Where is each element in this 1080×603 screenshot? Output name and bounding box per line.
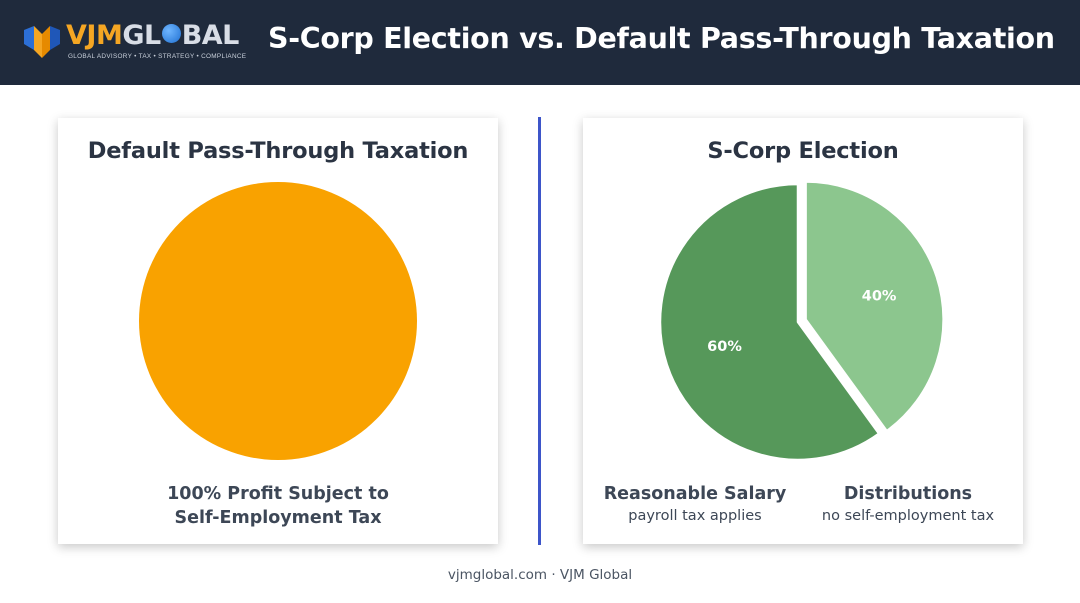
s-corp-panel: S-Corp Election 40% 60% Reasonable Salary…: [583, 118, 1023, 544]
brand-name-part2a: GL: [122, 20, 161, 51]
default-taxation-caption: 100% Profit Subject to Self-Employment T…: [58, 482, 498, 530]
footer-credit: vjmglobal.com · VJM Global: [447, 567, 633, 583]
legend-distributions-note: no self-employment tax: [821, 508, 995, 524]
legend-salary-note: payroll tax applies: [628, 508, 762, 524]
globe-icon: [161, 24, 181, 43]
default-taxation-pie: [139, 182, 417, 460]
brand-tagline: GLOBAL ADVISORY • TAX • STRATEGY • COMPL…: [68, 53, 247, 60]
legend-distributions-name: Distributions: [843, 484, 973, 504]
brand-wordmark: VJMGL BAL: [66, 20, 239, 51]
default-caption-line2: Self-Employment Tax: [174, 508, 382, 528]
default-caption-line1: 100% Profit Subject to: [167, 484, 389, 504]
brand-name-part1: VJM: [66, 20, 123, 51]
brand-mark-icon: [24, 26, 60, 58]
pie-slice-distributions: [804, 182, 945, 433]
brand-name-part2b: BAL: [181, 20, 240, 51]
default-taxation-panel: Default Pass-Through Taxation 100% Profi…: [58, 118, 498, 544]
pie-slice-full-profit: [139, 182, 417, 460]
legend-salary-name: Reasonable Salary: [603, 484, 787, 504]
brand-logo[interactable]: VJMGL BAL GLOBAL ADVISORY • TAX • STRATEG…: [22, 20, 247, 64]
default-taxation-title: Default Pass-Through Taxation: [87, 138, 469, 164]
s-corp-title: S-Corp Election: [707, 138, 899, 164]
pie-label-distributions: 40%: [862, 289, 897, 305]
page-title: S-Corp Election vs. Default Pass-Through…: [268, 22, 1055, 55]
pie-slice-reasonable-salary: [658, 182, 881, 462]
s-corp-pie: 40% 60%: [658, 182, 945, 462]
panel-divider: [538, 117, 541, 545]
pie-label-reasonable-salary: 60%: [707, 339, 742, 355]
legend-reasonable-salary: Reasonable Salary payroll tax applies: [589, 482, 801, 526]
header-bar: VJMGL BAL GLOBAL ADVISORY • TAX • STRATEG…: [0, 0, 1080, 85]
legend-distributions: Distributions no self-employment tax: [801, 482, 1015, 526]
